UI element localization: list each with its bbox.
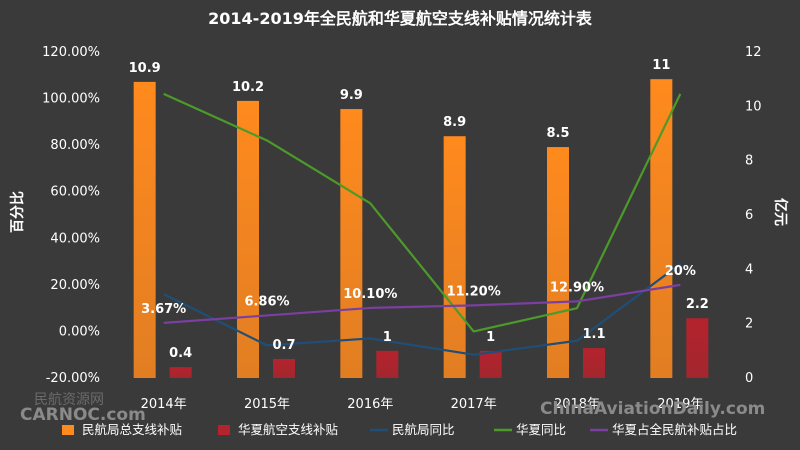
bar-value-label: 1 bbox=[486, 330, 495, 345]
y-right-tick-label: 4 bbox=[745, 262, 753, 277]
x-axis: 2014年 2015年 2016年 2017年 2018年 2019年 bbox=[141, 397, 704, 412]
legend-swatch bbox=[218, 425, 230, 435]
bar-caac-subsidy bbox=[547, 147, 569, 378]
bar-caac-subsidy bbox=[237, 100, 259, 379]
bar-value-label: 1 bbox=[383, 330, 392, 345]
y-left-tick-label: 80.00% bbox=[50, 138, 100, 153]
y-right-tick-label: 8 bbox=[745, 154, 753, 169]
y-left-tick-label: -20.00% bbox=[46, 371, 100, 386]
line-value-label: 12.90% bbox=[550, 280, 604, 295]
bar-caac-subsidy bbox=[340, 109, 363, 379]
bar-value-label: 8.5 bbox=[546, 126, 569, 141]
bar-value-label: 10.2 bbox=[232, 80, 264, 95]
bar-huaxia-subsidy bbox=[583, 348, 605, 378]
bar-value-label: 1.1 bbox=[582, 327, 605, 342]
watermark-right-en: ChinaAviationDaily.com bbox=[540, 399, 765, 419]
y-left-tick-label: 60.00% bbox=[50, 185, 100, 200]
bar-value-label: 11 bbox=[652, 58, 670, 73]
y-axis-right: 0 2 4 6 8 10 12 bbox=[745, 45, 762, 386]
y-left-tick-label: 100.00% bbox=[42, 92, 100, 107]
legend-swatch bbox=[62, 425, 74, 435]
legend-entry-label: 华夏占全民航补贴占比 bbox=[612, 422, 737, 437]
bar-value-label: 0.7 bbox=[272, 338, 295, 353]
bar-huaxia-subsidy bbox=[169, 367, 192, 378]
y-left-tick-label: 0.00% bbox=[59, 324, 100, 339]
line-value-label: 6.86% bbox=[244, 294, 289, 309]
lines bbox=[163, 92, 682, 356]
y-left-tick-label: 20.00% bbox=[50, 278, 100, 293]
bars bbox=[133, 79, 709, 379]
line-value-label: 3.67% bbox=[141, 302, 186, 317]
line-value-label: 11.20% bbox=[447, 284, 501, 299]
chart-title: 2014-2019年全民航和华夏航空支线补贴情况统计表 bbox=[208, 9, 593, 28]
x-tick-label: 2014年 bbox=[141, 397, 187, 412]
series-line-4 bbox=[163, 283, 681, 324]
bar-huaxia-subsidy bbox=[479, 350, 502, 378]
bar-caac-subsidy bbox=[650, 79, 673, 379]
legend-entry-label: 华夏同比 bbox=[516, 422, 566, 437]
y-axis-left-label: 百分比 bbox=[9, 191, 26, 233]
line-value-label: 10.10% bbox=[343, 287, 397, 302]
bar-caac-subsidy bbox=[443, 136, 466, 378]
y-right-tick-label: 12 bbox=[745, 45, 762, 60]
x-tick-label: 2019年 bbox=[657, 397, 703, 412]
bar-value-label: 10.9 bbox=[129, 61, 161, 76]
y-left-tick-label: 120.00% bbox=[42, 45, 100, 60]
legend-entry-label: 民航局同比 bbox=[392, 422, 455, 437]
series-line-3 bbox=[163, 92, 682, 333]
legend-entry-label: 华夏航空支线补贴 bbox=[238, 422, 338, 437]
bar-value-label: 9.9 bbox=[340, 88, 363, 103]
y-right-tick-label: 0 bbox=[745, 371, 753, 386]
series-line-2 bbox=[163, 263, 681, 356]
x-tick-label: 2016年 bbox=[347, 397, 393, 412]
bar-huaxia-subsidy bbox=[273, 358, 295, 378]
y-axis-right-label: 亿元 bbox=[772, 198, 789, 226]
watermark-left-en: CARNOC.com bbox=[20, 405, 146, 425]
bar-huaxia-subsidy bbox=[376, 350, 399, 378]
bar-huaxia-subsidy bbox=[686, 318, 709, 378]
legend-entry-label: 民航局总支线补贴 bbox=[82, 422, 182, 437]
y-right-tick-label: 2 bbox=[745, 317, 753, 332]
bar-value-label: 0.4 bbox=[169, 346, 192, 361]
watermark-left-cn: 民航资源网 bbox=[34, 392, 104, 408]
x-tick-label: 2015年 bbox=[244, 397, 290, 412]
line-value-label: 20% bbox=[665, 264, 696, 279]
legend: 民航局总支线补贴 华夏航空支线补贴 民航局同比 华夏同比 华夏占全民航补贴占比 bbox=[62, 422, 737, 437]
bar-value-label: 8.9 bbox=[443, 115, 466, 130]
bar-caac-subsidy bbox=[133, 81, 156, 378]
y-right-tick-label: 6 bbox=[745, 208, 753, 223]
bar-value-label: 2.2 bbox=[686, 297, 709, 312]
y-right-tick-label: 10 bbox=[745, 99, 762, 114]
y-axis-left: -20.00% 0.00% 20.00% 40.00% 60.00% 80.00% 100.… bbox=[42, 45, 100, 386]
y-left-tick-label: 40.00% bbox=[50, 231, 100, 246]
x-tick-label: 2018年 bbox=[554, 397, 600, 412]
x-tick-label: 2017年 bbox=[451, 397, 497, 412]
